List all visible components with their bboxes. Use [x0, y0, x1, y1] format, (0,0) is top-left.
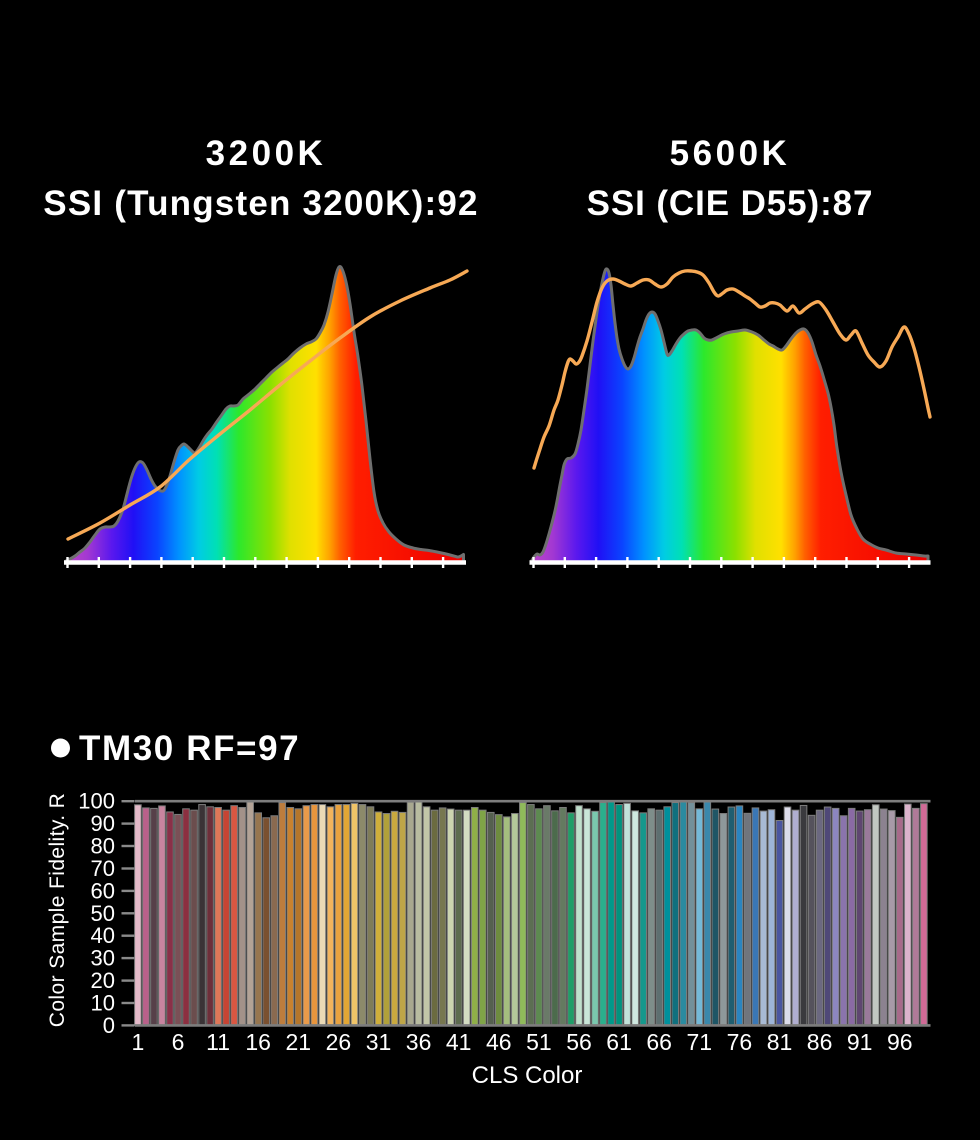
svg-text:21: 21: [286, 1029, 312, 1055]
svg-text:96: 96: [887, 1029, 913, 1055]
svg-text:1: 1: [132, 1029, 145, 1055]
svg-text:31: 31: [366, 1029, 392, 1055]
svg-text:20: 20: [91, 968, 115, 993]
svg-text:6: 6: [172, 1029, 185, 1055]
svg-text:36: 36: [406, 1029, 432, 1055]
svg-text:76: 76: [727, 1029, 753, 1055]
svg-text:SSI (Tungsten 3200K):92: SSI (Tungsten 3200K):92: [43, 184, 478, 223]
svg-text:50: 50: [91, 901, 115, 926]
svg-text:Color Sample Fidelity. R: Color Sample Fidelity. R: [46, 793, 69, 1027]
svg-text:3200K: 3200K: [206, 134, 327, 173]
svg-text:71: 71: [687, 1029, 713, 1055]
svg-text:30: 30: [91, 946, 115, 971]
svg-text:5600K: 5600K: [670, 134, 791, 173]
svg-text:60: 60: [91, 878, 115, 903]
svg-text:CLS Color: CLS Color: [472, 1062, 583, 1089]
svg-text:40: 40: [91, 923, 115, 948]
svg-text:61: 61: [606, 1029, 632, 1055]
svg-text:86: 86: [807, 1029, 833, 1055]
svg-text:70: 70: [91, 856, 115, 881]
svg-text:100: 100: [78, 789, 115, 814]
svg-text:0: 0: [103, 1013, 115, 1038]
svg-text:41: 41: [446, 1029, 472, 1055]
svg-text:51: 51: [526, 1029, 552, 1055]
svg-text:SSI (CIE D55):87: SSI (CIE D55):87: [587, 184, 874, 223]
svg-text:91: 91: [847, 1029, 873, 1055]
svg-text:TM30 RF=97: TM30 RF=97: [79, 729, 300, 768]
svg-text:16: 16: [245, 1029, 271, 1055]
svg-text:10: 10: [91, 991, 115, 1016]
svg-text:66: 66: [646, 1029, 672, 1055]
svg-text:90: 90: [91, 811, 115, 836]
svg-text:56: 56: [566, 1029, 592, 1055]
svg-text:26: 26: [326, 1029, 352, 1055]
svg-text:11: 11: [206, 1029, 230, 1055]
svg-text:46: 46: [486, 1029, 512, 1055]
svg-text:81: 81: [767, 1029, 793, 1055]
svg-text:80: 80: [91, 834, 115, 859]
